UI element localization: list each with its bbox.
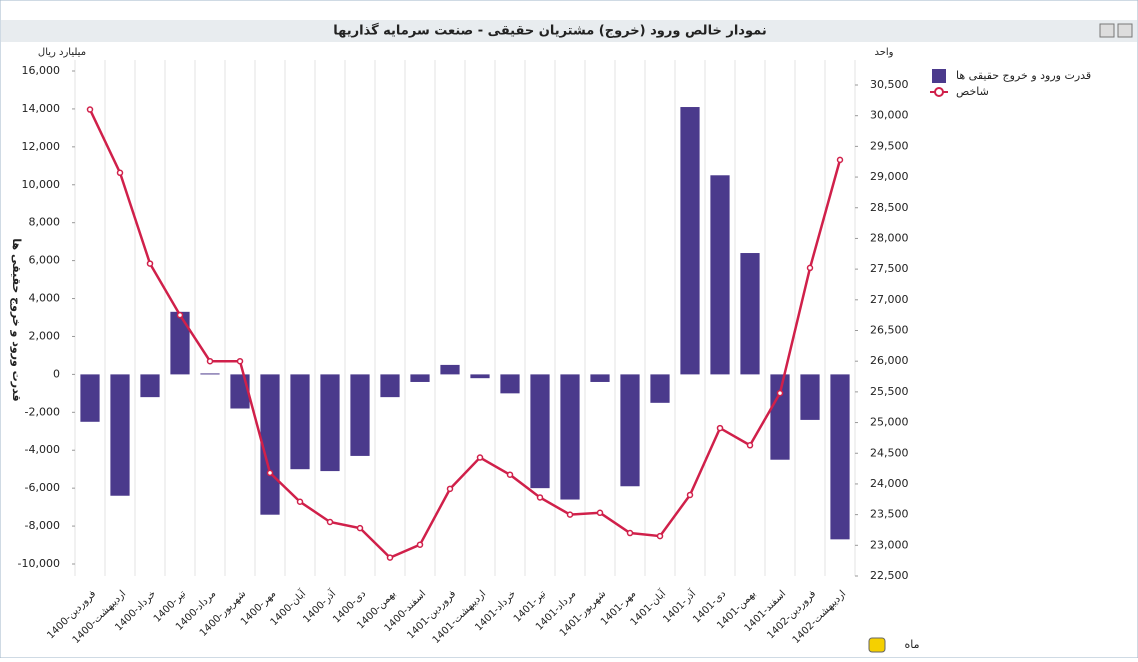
line-point (596, 509, 604, 517)
line-point (326, 518, 334, 526)
legend-label: قدرت ورود و خروج حقیقی ها (956, 69, 1091, 82)
line-point (776, 389, 784, 397)
bar (680, 107, 700, 375)
y2-tick-label: 23,500 (870, 508, 909, 521)
bar (710, 175, 730, 375)
y2-tick-label: 28,500 (870, 201, 909, 214)
line-point (206, 357, 214, 365)
y-unit: میلیارد ریال (38, 47, 86, 58)
bar (110, 374, 130, 496)
bar (620, 374, 640, 487)
line-point (236, 357, 244, 365)
line-point (476, 454, 484, 461)
chart-title: نمودار خالص ورود (خروج) مشتریان حقیقی - … (333, 23, 766, 39)
bar (770, 374, 790, 460)
y-tick-label: 12,000 (22, 140, 61, 153)
legend-label: شاخص (956, 85, 989, 98)
y-tick-label: -2,000 (25, 405, 60, 418)
line-point (506, 471, 514, 478)
y-tick-label: 6,000 (29, 254, 61, 267)
y2-tick-label: 27,000 (870, 293, 909, 306)
line-point (296, 498, 304, 505)
bar (830, 374, 850, 540)
bar (470, 374, 490, 379)
y-tick-label: 2,000 (29, 329, 61, 342)
y2-tick-label: 25,000 (870, 416, 909, 429)
y2-tick-label: 24,500 (870, 446, 909, 459)
y2-tick-label: 29,500 (870, 139, 909, 152)
bar (410, 374, 430, 382)
line-point (536, 494, 544, 501)
line-point (356, 524, 364, 532)
y2-tick-label: 28,000 (870, 231, 909, 244)
line-point (746, 442, 754, 449)
title-bar (1, 20, 1137, 42)
settings-icon[interactable] (868, 637, 886, 653)
y-axis-label: قدرت ورود و خروج حقیقی ها (9, 238, 23, 401)
line-point (716, 424, 724, 432)
line (88, 109, 842, 560)
y2-tick-label: 27,500 (870, 262, 909, 275)
line-point (176, 311, 184, 319)
y2-tick-label: 30,500 (870, 78, 909, 91)
line-point (686, 491, 694, 499)
y-tick-label: 8,000 (29, 216, 61, 229)
y-tick-label: 0 (53, 367, 60, 380)
y2-tick-label: 23,000 (870, 538, 909, 551)
bar (320, 374, 340, 472)
bar (650, 374, 670, 403)
y2-tick-label: 25,500 (870, 385, 909, 398)
bar (740, 253, 760, 375)
y-tick-label: 16,000 (22, 64, 61, 77)
line-point (146, 260, 154, 267)
bar (440, 364, 460, 375)
bar (590, 374, 610, 382)
bar (80, 374, 100, 422)
bar (170, 311, 190, 375)
line-point (806, 264, 814, 272)
y2-tick-label: 24,000 (870, 477, 909, 490)
print-icon[interactable] (1099, 23, 1115, 38)
bar (260, 374, 280, 515)
y2-tick-label: 29,000 (870, 170, 909, 183)
y-tick-label: -8,000 (25, 519, 60, 532)
bar (530, 374, 550, 489)
y-tick-label: 10,000 (22, 178, 61, 191)
bar (560, 374, 580, 500)
y2-tick-label: 26,500 (870, 324, 909, 337)
bar (200, 373, 220, 375)
bar (290, 374, 310, 470)
line-point (566, 511, 574, 518)
bar (140, 374, 160, 398)
y-tick-label: 14,000 (22, 102, 61, 115)
y-tick-label: 4,000 (29, 292, 61, 305)
y2-unit: واحد (874, 47, 893, 58)
legend-swatch (932, 69, 946, 83)
line-point (656, 532, 664, 540)
y-tick-label: -10,000 (18, 557, 60, 570)
bar (500, 374, 520, 394)
bar (380, 374, 400, 398)
line-point (116, 169, 124, 177)
bar (350, 374, 370, 456)
bar (230, 374, 250, 409)
y-tick-label: -6,000 (25, 481, 60, 494)
y-tick-label: -4,000 (25, 443, 60, 456)
line-point (446, 485, 454, 493)
line-point (626, 529, 634, 537)
line-point (266, 469, 274, 477)
export-icon[interactable] (1117, 23, 1133, 38)
y2-tick-label: 30,000 (870, 109, 909, 122)
bar (800, 374, 820, 420)
legend-swatch (934, 87, 944, 97)
line-point (386, 554, 394, 561)
y2-tick-label: 22,500 (870, 569, 909, 582)
line-point (86, 106, 94, 113)
y2-tick-label: 26,000 (870, 354, 909, 367)
line-point (836, 156, 844, 164)
x-axis-label: ماه (904, 638, 919, 651)
line-point (416, 541, 424, 548)
